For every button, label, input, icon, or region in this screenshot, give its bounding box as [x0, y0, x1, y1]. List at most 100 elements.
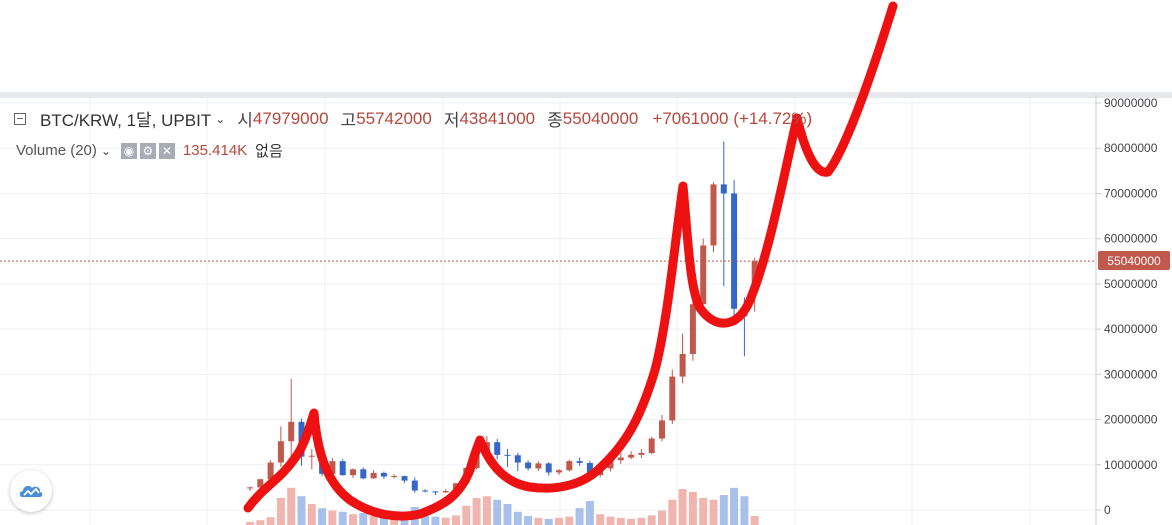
open-value: 47979000	[252, 108, 329, 128]
close-value: 55040000	[562, 108, 639, 128]
candle-body	[339, 461, 346, 476]
open-label: 시	[237, 111, 253, 130]
volume-bar	[493, 499, 502, 525]
candle-body	[535, 463, 542, 469]
candle-body	[288, 421, 295, 442]
volume-bar	[565, 516, 574, 525]
candle-body	[525, 462, 532, 469]
candle-body	[329, 461, 336, 474]
axis-tick-label: 60000000	[1104, 232, 1158, 246]
candle-body	[638, 453, 645, 455]
volume-bar	[359, 513, 368, 525]
candle-body	[350, 469, 356, 476]
candle-body	[731, 193, 738, 309]
candle-body	[689, 304, 696, 354]
axis-tick-label: 70000000	[1104, 186, 1158, 200]
volume-bar	[585, 501, 594, 525]
axis-tick-label: 30000000	[1104, 367, 1158, 381]
collapse-icon[interactable]	[14, 112, 26, 125]
candle-body	[360, 469, 367, 479]
volume-bar	[524, 516, 533, 525]
candle-body	[442, 491, 449, 493]
volume-legend: Volume (20) ⌄ ◉ ⚙ ✕ 135.414K 없음	[16, 140, 283, 161]
candle-body	[380, 472, 387, 477]
candle-body	[617, 457, 624, 461]
volume-bar	[390, 519, 399, 525]
candle-body	[607, 460, 614, 469]
candle-body	[720, 184, 727, 194]
volume-bar	[616, 517, 625, 525]
freehand-marker-annotation	[243, 1, 898, 521]
chevron-down-icon[interactable]: ⌄	[215, 111, 226, 126]
eye-icon[interactable]: ◉	[120, 142, 137, 159]
candle-body	[586, 462, 593, 476]
volume-bar	[719, 495, 728, 525]
candle-body	[648, 438, 655, 454]
volume-bar	[472, 498, 481, 525]
volume-bar	[276, 498, 285, 525]
candle-body	[308, 455, 315, 457]
low-label: 저	[443, 111, 460, 130]
high-value: 55742000	[356, 108, 432, 128]
volume-value: 135.414K	[182, 142, 248, 159]
volume-bar	[318, 508, 327, 525]
volume-bar	[555, 517, 563, 525]
candle-body	[556, 470, 562, 473]
volume-bar	[441, 517, 450, 525]
volume-bar	[482, 496, 491, 525]
last-price-tag: 55040000	[1098, 251, 1170, 270]
volume-bar	[287, 487, 296, 525]
candle-body	[257, 479, 264, 488]
volume-bar	[349, 514, 357, 525]
volume-bar	[688, 492, 697, 525]
volume-extra: 없음	[255, 143, 283, 160]
candle-body	[566, 461, 573, 471]
volume-title[interactable]: Volume (20)	[16, 142, 97, 159]
candle-body	[700, 245, 707, 305]
candle-body	[401, 476, 408, 481]
gear-icon[interactable]: ⚙	[139, 142, 156, 159]
candle-body	[669, 376, 676, 421]
candle-body	[494, 442, 501, 455]
volume-bar	[503, 504, 512, 525]
volume-bar	[307, 504, 316, 525]
symbol-title[interactable]: BTC/KRW, 1달, UPBIT	[40, 111, 212, 130]
volume-bar	[750, 516, 759, 525]
candle-body	[277, 441, 284, 463]
axis-tick-label: 40000000	[1104, 322, 1158, 336]
volume-bar	[637, 517, 646, 525]
axis-tick-label: 10000000	[1104, 458, 1158, 472]
volume-bar	[596, 514, 605, 525]
candle-body	[710, 184, 717, 246]
candle-body	[514, 455, 521, 463]
axis-tick-label: 0	[1104, 503, 1111, 517]
close-icon[interactable]: ✕	[158, 142, 175, 159]
candle-body	[411, 480, 418, 491]
grid-lines	[0, 98, 1096, 525]
last-price-value: 55040000	[1107, 254, 1161, 268]
cloud-logo-icon[interactable]	[10, 470, 52, 512]
volume-bar	[647, 515, 656, 525]
candle-body	[247, 487, 253, 489]
volume-bar	[421, 511, 430, 525]
volume-bar	[256, 520, 265, 525]
volume-bar	[709, 499, 718, 525]
volume-bar	[699, 498, 708, 525]
candle-body	[628, 454, 635, 458]
candle-body	[576, 461, 583, 463]
volume-bar	[369, 516, 378, 525]
chevron-down-icon[interactable]: ⌄	[100, 143, 111, 158]
low-value: 43841000	[459, 108, 536, 128]
volume-bar	[452, 515, 460, 525]
candle-body	[370, 472, 377, 479]
volume-bar	[379, 517, 388, 525]
volume-bar	[534, 517, 543, 525]
candle-body	[679, 353, 686, 377]
volume-bar	[678, 489, 687, 525]
change-value: +7061000 (+14.72%)	[652, 108, 813, 128]
volume-bar	[544, 519, 553, 525]
volume-bar	[575, 508, 584, 525]
volume-bar	[730, 487, 739, 525]
price-axis[interactable]: 0 10000000 20000000 30000000 40000000 5000000…	[1095, 95, 1158, 525]
